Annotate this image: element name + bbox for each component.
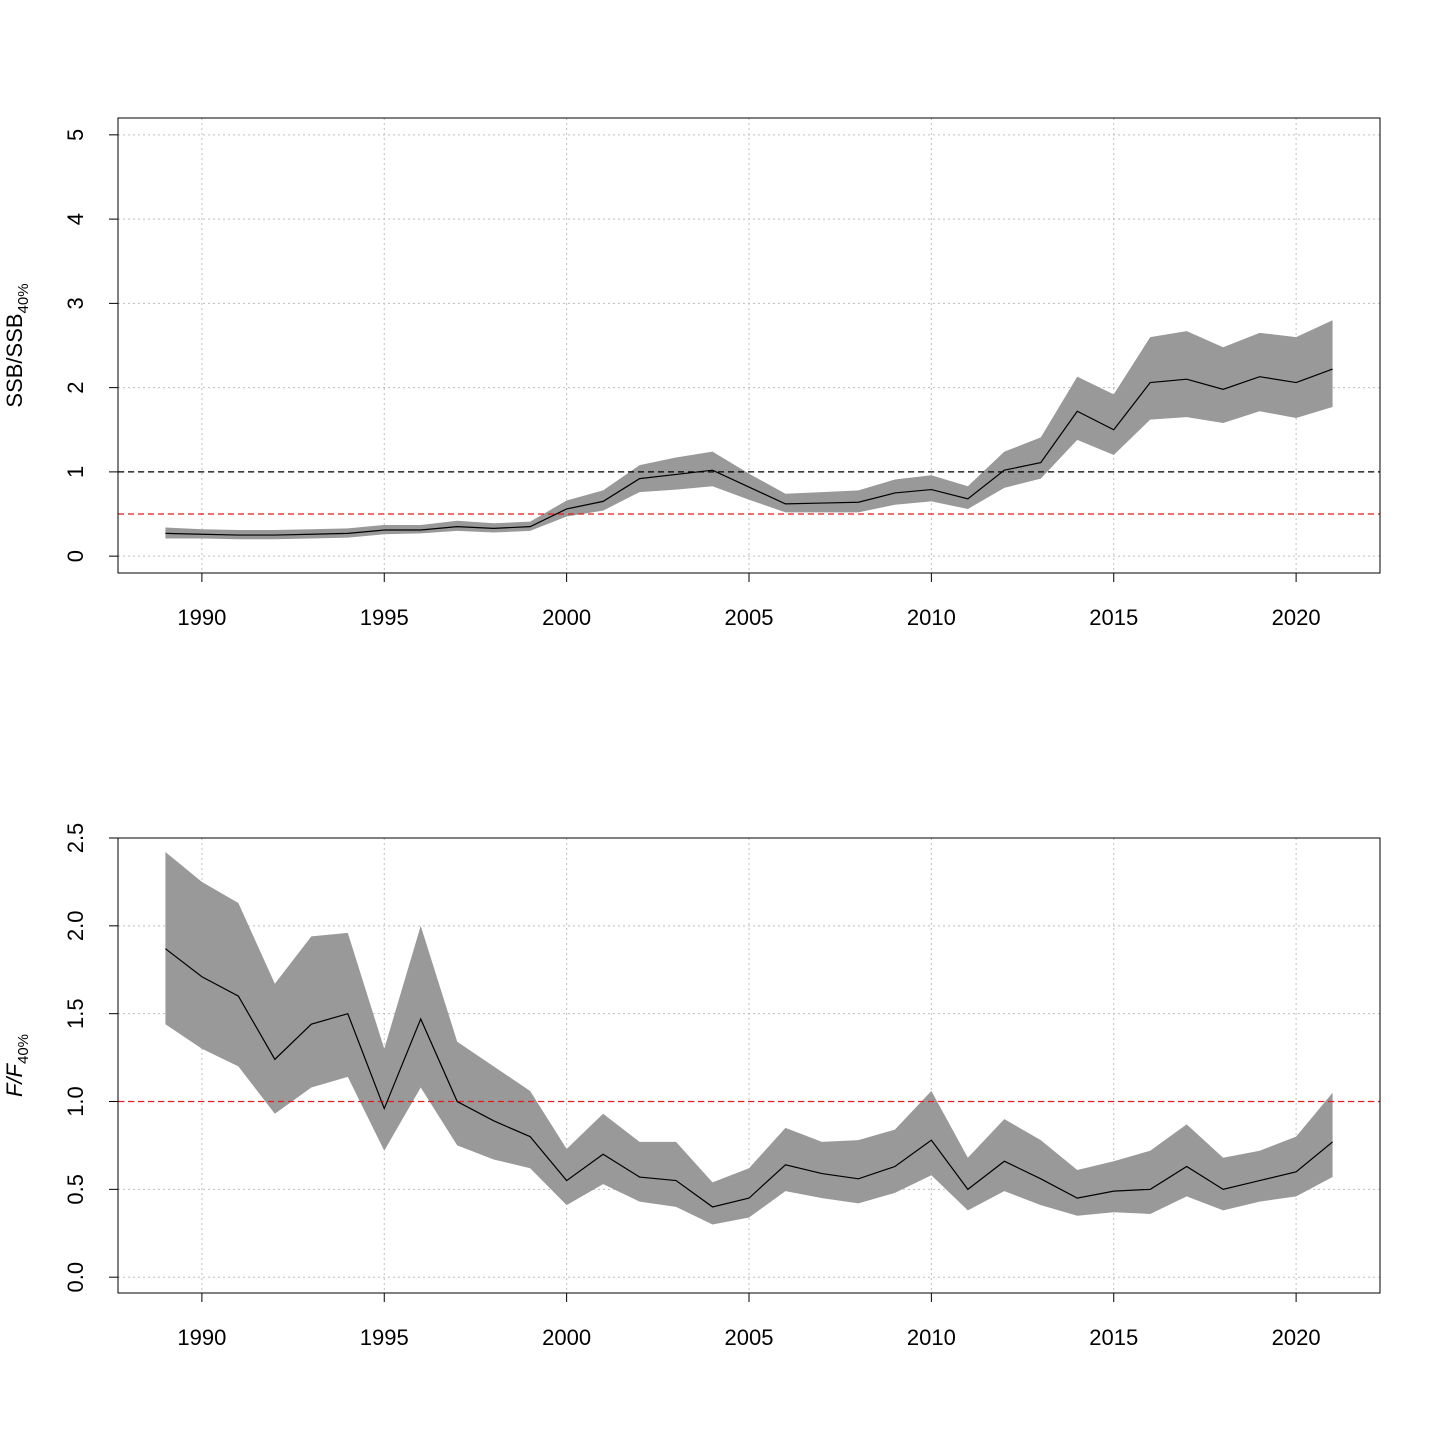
confidence-band <box>165 852 1333 1225</box>
x-tick-label: 2020 <box>1272 605 1321 630</box>
chart-panel-2: 1990 1995 2000 2005 2010 2015 2020 0.0 0.5 1.0 1.5… <box>2 823 1381 1350</box>
y-tick-label: 4 <box>63 213 88 225</box>
y-tick-label: 5 <box>63 129 88 141</box>
y-tick-label: 0.0 <box>63 1262 88 1293</box>
x-tick-label: 1990 <box>177 1325 226 1350</box>
y-axis-label-subscript: 40% <box>15 283 32 313</box>
x-tick-label: 2005 <box>725 605 774 630</box>
x-tick-label: 2015 <box>1089 605 1138 630</box>
y-tick-label: 1 <box>63 466 88 478</box>
y-axis-label-main: SSB/SSB <box>2 313 27 407</box>
y-tick-label: 0.5 <box>63 1174 88 1205</box>
x-tick-label: 2010 <box>907 1325 956 1350</box>
y-tick-label: 3 <box>63 297 88 309</box>
y-axis-label-main: F/F <box>2 1062 27 1097</box>
series-line <box>165 368 1333 536</box>
y-axis-label-subscript: 40% <box>15 1034 32 1064</box>
y-tick-label: 2.0 <box>63 911 88 942</box>
x-tick-label: 1995 <box>360 1325 409 1350</box>
y-tick-label: 1.5 <box>63 998 88 1029</box>
series-line <box>165 948 1333 1208</box>
x-tick-label: 1990 <box>177 605 226 630</box>
x-tick-label: 2015 <box>1089 1325 1138 1350</box>
chart-panel-1: 1990 1995 2000 2005 2010 2015 2020 0 1 2 3 4 5 SSB/SS… <box>2 117 1381 630</box>
x-tick-label: 2010 <box>907 605 956 630</box>
x-tick-label: 2020 <box>1272 1325 1321 1350</box>
x-tick-label: 2000 <box>542 1325 591 1350</box>
x-tick-label: 2000 <box>542 605 591 630</box>
y-axis-label: F/F40% <box>2 1034 32 1097</box>
x-tick-label: 2005 <box>725 1325 774 1350</box>
y-tick-label: 0 <box>63 550 88 562</box>
y-tick-label: 1.0 <box>63 1086 88 1117</box>
confidence-band <box>165 320 1333 540</box>
x-tick-label: 1995 <box>360 605 409 630</box>
y-axis-label: SSB/SSB40% <box>2 283 32 407</box>
y-tick-label: 2.5 <box>63 823 88 854</box>
y-tick-label: 2 <box>63 382 88 394</box>
